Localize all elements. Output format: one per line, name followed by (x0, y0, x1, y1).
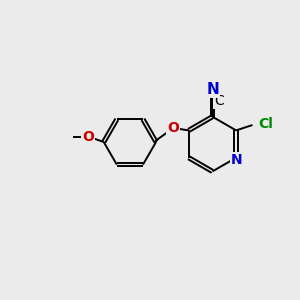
Text: N: N (207, 82, 219, 97)
Text: O: O (167, 121, 179, 135)
Text: C: C (214, 94, 224, 108)
Text: N: N (231, 153, 242, 167)
Text: O: O (82, 130, 94, 144)
Text: Cl: Cl (258, 117, 273, 131)
